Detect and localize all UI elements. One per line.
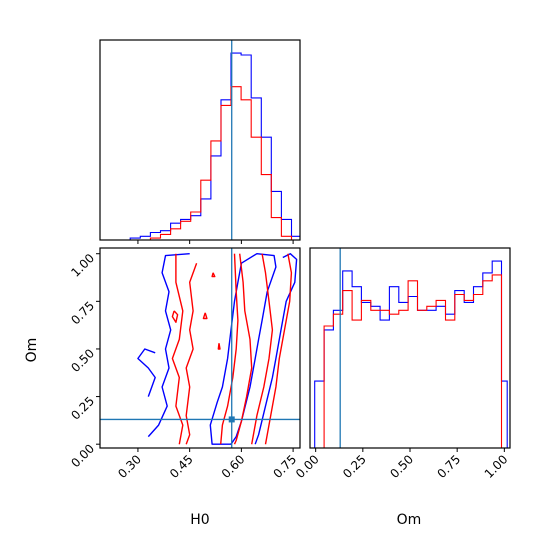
om-histogram-tick-label: 0.50	[387, 452, 416, 481]
contour-frame	[99, 247, 301, 449]
contour-line	[254, 252, 298, 445]
h0-histogram-series-1	[100, 52, 300, 240]
contour-line	[211, 272, 216, 278]
contour-line	[251, 253, 274, 445]
om-histogram-series-1	[314, 260, 508, 448]
contour-line	[209, 252, 277, 445]
contour-y-axis-label: Om	[24, 338, 40, 363]
h0-histogram-series-2	[100, 86, 300, 240]
om-histogram-panel: 0.00 0.25 0.50 0.75 1.00	[293, 247, 511, 481]
contour-y-tick-label: 0.00	[68, 441, 97, 470]
contour-x-tick-label: 0.30	[115, 452, 144, 481]
contour-line	[171, 253, 184, 445]
om-histogram-x-axis-label: Om	[397, 512, 422, 528]
contour-line	[137, 348, 156, 397]
om-histogram-series-2	[314, 274, 508, 448]
contour-line	[147, 253, 190, 438]
contour-truth-marker	[228, 416, 235, 423]
contour-y-tick-label: 1.00	[68, 251, 97, 280]
om-histogram-tick-label: 0.75	[434, 452, 463, 481]
contour-y-tick-label: 0.75	[68, 299, 97, 328]
om-histogram-tick-label: 0.25	[340, 452, 369, 481]
contour-x-tick-label: 0.75	[270, 452, 299, 481]
contour-x-tick-label: 0.45	[167, 452, 196, 481]
contour-x-tick-label: 0.60	[219, 452, 248, 481]
om-histogram-tick-label: 1.00	[482, 452, 511, 481]
contour-line	[264, 253, 293, 445]
h0-om-contour-panel: 0.30 0.45 0.60 0.75 0.00 0.25 0.50 0.75 1.00	[68, 247, 301, 481]
om-histogram-tick-label: 0.00	[293, 452, 322, 481]
contour-y-tick-label: 0.50	[68, 346, 97, 375]
contour-line	[202, 312, 208, 320]
contour-x-axis-label: H0	[190, 512, 209, 528]
contour-line	[171, 310, 179, 323]
contour-y-tick-label: 0.25	[68, 394, 97, 423]
contour-line	[220, 253, 239, 445]
contour-line	[233, 253, 253, 445]
contour-line	[217, 343, 221, 350]
h0-histogram-frame	[99, 39, 301, 241]
contour-line	[185, 262, 198, 445]
h0-histogram-panel	[99, 39, 301, 244]
